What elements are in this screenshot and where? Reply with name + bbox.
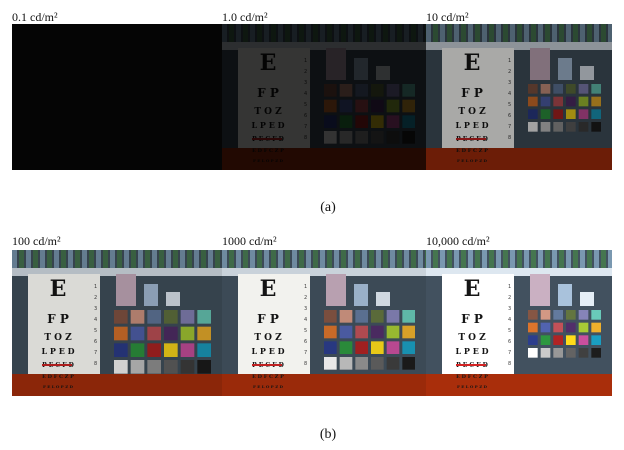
svg-text:L P E D: L P E D <box>455 120 488 130</box>
label-0-1-cdm2: 0.1 cd/m² <box>12 10 58 24</box>
svg-text:4: 4 <box>508 91 511 97</box>
svg-text:6: 6 <box>508 339 511 345</box>
svg-text:1: 1 <box>94 284 97 290</box>
svg-text:T O Z: T O Z <box>458 333 486 343</box>
svg-text:5: 5 <box>508 328 511 334</box>
svg-text:6: 6 <box>94 339 97 345</box>
svg-text:T O Z: T O Z <box>254 107 282 117</box>
svg-text:2: 2 <box>94 295 97 301</box>
svg-text:7: 7 <box>508 124 511 130</box>
svg-text:E: E <box>260 276 277 302</box>
svg-text:F E L O P Z D: F E L O P Z D <box>43 384 73 389</box>
svg-text:7: 7 <box>94 350 97 356</box>
svg-text:F P: F P <box>461 312 483 326</box>
svg-text:6: 6 <box>304 113 307 119</box>
svg-text:E D F C Z P: E D F C Z P <box>252 148 284 154</box>
svg-text:E D F C Z P: E D F C Z P <box>252 374 284 380</box>
svg-text:7: 7 <box>508 350 511 356</box>
svg-text:4: 4 <box>304 317 307 323</box>
svg-text:3: 3 <box>94 306 97 312</box>
svg-text:F E L O P Z D: F E L O P Z D <box>457 158 487 163</box>
svg-text:3: 3 <box>508 306 511 312</box>
svg-text:4: 4 <box>508 317 511 323</box>
label-100-cdm2: 100 cd/m² <box>12 234 61 248</box>
svg-text:E: E <box>260 50 277 76</box>
svg-text:F P: F P <box>257 86 279 100</box>
svg-text:6: 6 <box>304 339 307 345</box>
svg-text:3: 3 <box>508 80 511 86</box>
svg-text:L P E D: L P E D <box>251 120 284 130</box>
svg-text:E: E <box>464 50 481 76</box>
scene-0-1-cdm2 <box>12 24 222 170</box>
svg-text:2: 2 <box>508 295 511 301</box>
svg-text:1: 1 <box>508 58 511 64</box>
svg-text:4: 4 <box>304 91 307 97</box>
svg-text:6: 6 <box>508 113 511 119</box>
svg-text:5: 5 <box>94 328 97 334</box>
svg-text:7: 7 <box>304 124 307 130</box>
caption-a: (a) <box>320 200 336 215</box>
svg-text:3: 3 <box>304 80 307 86</box>
svg-text:8: 8 <box>508 361 511 367</box>
svg-text:E D F C Z P: E D F C Z P <box>456 374 488 380</box>
svg-text:1: 1 <box>508 284 511 290</box>
svg-text:8: 8 <box>94 361 97 367</box>
svg-text:3: 3 <box>304 306 307 312</box>
svg-text:F P: F P <box>47 312 69 326</box>
label-1000-cdm2: 1000 cd/m² <box>222 234 277 248</box>
svg-text:1: 1 <box>304 58 307 64</box>
svg-text:8: 8 <box>304 135 307 141</box>
svg-text:F P: F P <box>461 86 483 100</box>
svg-text:8: 8 <box>304 361 307 367</box>
svg-text:2: 2 <box>508 69 511 75</box>
svg-text:L P E D: L P E D <box>41 346 74 356</box>
svg-text:E D F C Z P: E D F C Z P <box>42 374 74 380</box>
svg-text:4: 4 <box>94 317 97 323</box>
svg-text:E: E <box>464 276 481 302</box>
svg-text:F E L O P Z D: F E L O P Z D <box>253 158 283 163</box>
scene-10000-cdm2: EF PT O ZL P E DP E C F DE D F C Z PF E … <box>426 250 612 396</box>
scene-1-0-cdm2: EF PT O ZL P E DP E C F DE D F C Z PF E … <box>222 24 426 170</box>
scene-10-cdm2: EF PT O ZL P E DP E C F DE D F C Z PF E … <box>426 24 612 170</box>
svg-text:T O Z: T O Z <box>44 333 72 343</box>
scene-1000-cdm2: EF PT O ZL P E DP E C F DE D F C Z PF E … <box>222 250 426 396</box>
svg-text:2: 2 <box>304 69 307 75</box>
svg-text:E D F C Z P: E D F C Z P <box>456 148 488 154</box>
svg-text:7: 7 <box>304 350 307 356</box>
svg-text:L P E D: L P E D <box>455 346 488 356</box>
svg-text:F E L O P Z D: F E L O P Z D <box>457 384 487 389</box>
svg-text:5: 5 <box>508 102 511 108</box>
svg-text:1: 1 <box>304 284 307 290</box>
svg-text:2: 2 <box>304 295 307 301</box>
svg-text:F P: F P <box>257 312 279 326</box>
svg-text:L P E D: L P E D <box>251 346 284 356</box>
label-10000-cdm2: 10,000 cd/m² <box>426 234 490 248</box>
label-10-cdm2: 10 cd/m² <box>426 10 469 24</box>
svg-text:T O Z: T O Z <box>458 107 486 117</box>
svg-text:E: E <box>50 276 67 302</box>
caption-b: (b) <box>319 427 337 442</box>
scene-100-cdm2: EF PT O ZL P E DP E C F DE D F C Z PF E … <box>12 250 222 396</box>
svg-text:F E L O P Z D: F E L O P Z D <box>253 384 283 389</box>
svg-text:8: 8 <box>508 135 511 141</box>
label-1-0-cdm2: 1.0 cd/m² <box>222 10 268 24</box>
svg-text:5: 5 <box>304 328 307 334</box>
svg-text:T O Z: T O Z <box>254 333 282 343</box>
svg-text:5: 5 <box>304 102 307 108</box>
